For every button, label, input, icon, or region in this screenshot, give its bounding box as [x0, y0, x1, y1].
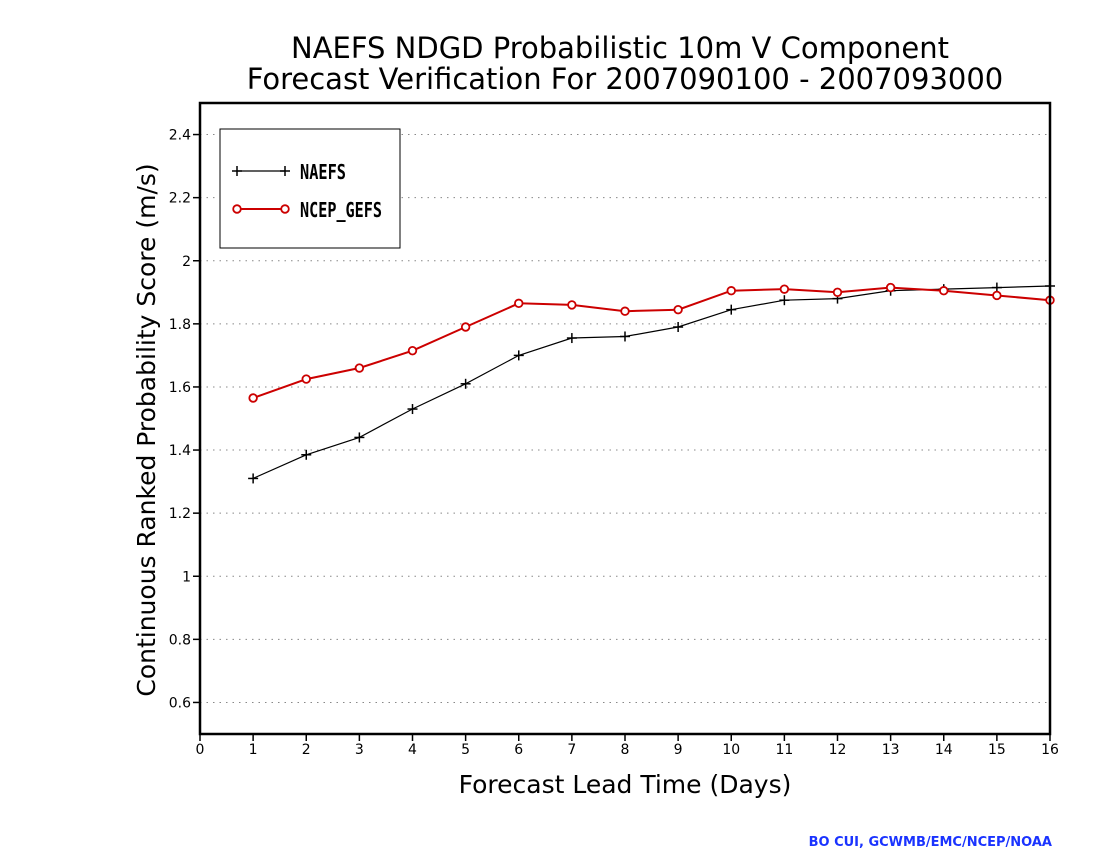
- data-point: [620, 331, 630, 342]
- data-point: [885, 282, 896, 293]
- y-tick-label: 0.6: [169, 695, 191, 711]
- x-tick-label: 0: [196, 742, 205, 758]
- data-point: [354, 363, 365, 373]
- data-point: [726, 286, 736, 296]
- series-layer: [248, 280, 1055, 484]
- data-point: [280, 166, 290, 176]
- data-point: [280, 204, 290, 214]
- chart-title-line-2: Forecast Verification For 2007090100 - 2…: [247, 62, 1004, 96]
- data-point: [248, 393, 258, 403]
- x-tick-label: 12: [829, 742, 847, 758]
- data-point: [779, 295, 790, 306]
- y-tick-label: 1.6: [169, 380, 191, 396]
- data-point: [514, 298, 524, 309]
- data-point: [673, 322, 684, 333]
- y-axis-title: Continuous Ranked Probability Score (m/s…: [132, 163, 161, 696]
- data-point: [301, 374, 311, 384]
- data-point: [939, 286, 949, 296]
- y-tick-label: 1.2: [169, 506, 191, 522]
- data-point: [232, 204, 242, 214]
- y-tick-label: 1: [182, 569, 191, 585]
- data-point: [513, 350, 524, 361]
- x-tick-label: 4: [408, 742, 417, 758]
- x-axis-title: Forecast Lead Time (Days): [459, 770, 792, 799]
- data-point: [407, 345, 418, 356]
- data-point: [620, 306, 630, 316]
- plot-frame: [198, 101, 1052, 736]
- legend-box: [219, 128, 401, 249]
- x-tick-label: 2: [302, 742, 311, 758]
- x-tick-label: 6: [514, 742, 523, 758]
- legend: NAEFS NCEP_GEFS: [219, 128, 401, 249]
- y-tick-label: 2.4: [169, 128, 191, 144]
- x-tick-label: 3: [355, 742, 364, 758]
- x-tick-label: 9: [674, 742, 683, 758]
- x-tick-label: 11: [775, 742, 793, 758]
- data-point: [566, 333, 577, 344]
- data-point: [460, 378, 471, 389]
- data-point: [567, 300, 577, 310]
- data-point: [354, 432, 365, 443]
- legend-label: NCEP_GEFS: [300, 198, 382, 222]
- y-tick-label: 2: [182, 254, 191, 270]
- series-line-ncep-gefs: [252, 286, 1051, 399]
- x-tick-label: 13: [882, 742, 900, 758]
- y-tick-label: 2.2: [169, 191, 191, 207]
- x-tick-label: 8: [621, 742, 630, 758]
- y-tick-label: 1.4: [169, 443, 191, 459]
- legend-label: NAEFS: [300, 160, 346, 184]
- chart-title-line-1: NAEFS NDGD Probabilistic 10m V Component: [291, 31, 949, 65]
- x-tick-label: 10: [722, 742, 740, 758]
- y-tick-label: 0.8: [169, 632, 191, 648]
- data-point: [992, 290, 1002, 301]
- axis-ticks: 0.60.811.21.41.61.822.22.40 1 2 3 4 5 6 7 8 9 10 11…: [169, 128, 1059, 758]
- x-tick-label: 16: [1041, 742, 1059, 758]
- data-point: [832, 287, 843, 297]
- data-point: [248, 473, 259, 484]
- x-tick-label: 1: [249, 742, 258, 758]
- series-line-naefs: [252, 285, 1051, 479]
- data-point: [232, 166, 242, 176]
- data-point: [726, 304, 737, 315]
- x-tick-label: 14: [935, 742, 953, 758]
- data-point: [460, 322, 471, 332]
- x-tick-label: 15: [988, 742, 1006, 758]
- data-point: [779, 284, 790, 294]
- data-point: [301, 449, 312, 460]
- y-tick-label: 1.8: [169, 317, 191, 333]
- x-tick-label: 5: [461, 742, 470, 758]
- credit-text: BO CUI, GCWMB/EMC/NCEP/NOAA: [809, 835, 1052, 850]
- data-point: [673, 304, 683, 315]
- data-point: [407, 404, 418, 415]
- x-tick-label: 7: [567, 742, 576, 758]
